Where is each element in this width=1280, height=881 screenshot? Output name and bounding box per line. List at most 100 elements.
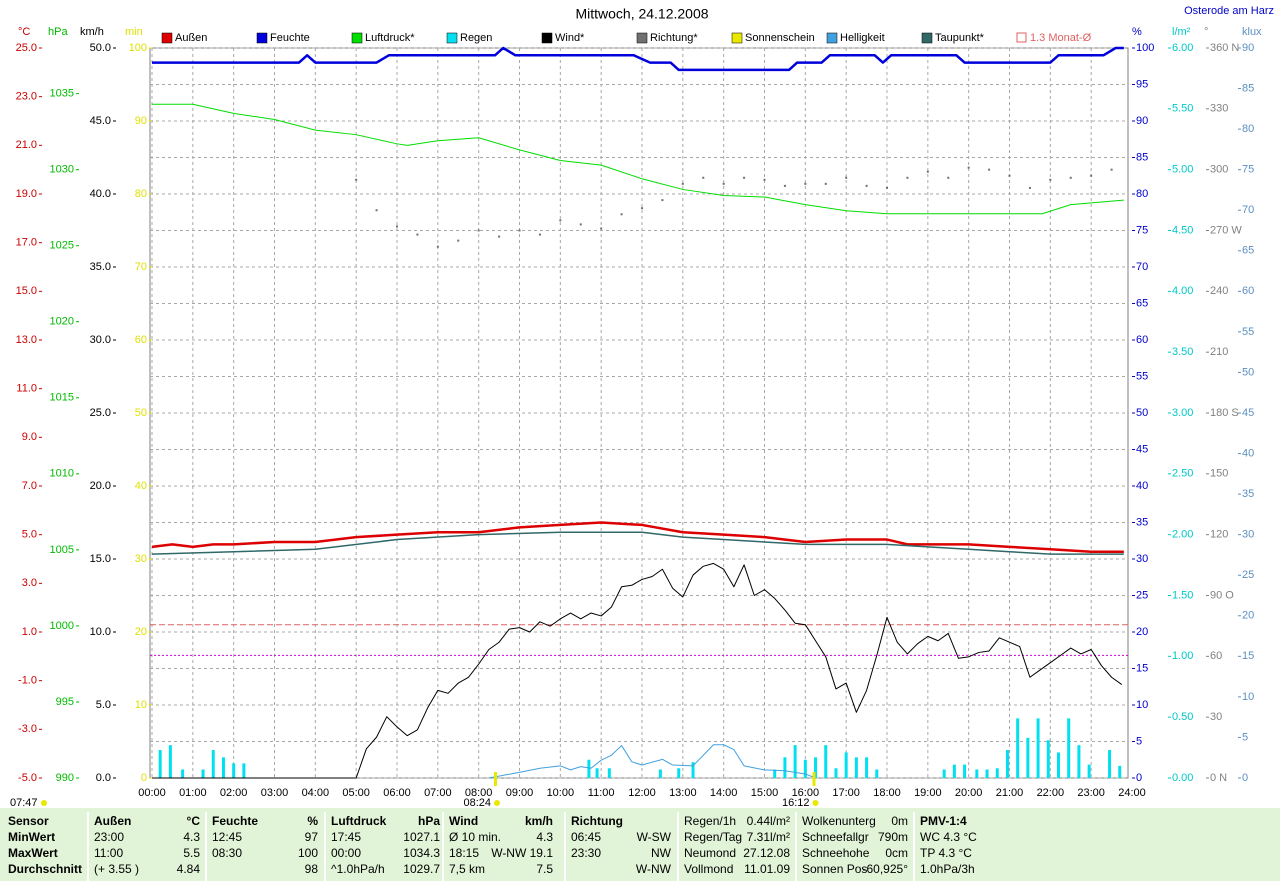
rain-bar	[1057, 752, 1060, 778]
y-tick-label: 21.0	[16, 139, 37, 151]
direction-dot	[947, 176, 950, 179]
y-tick-label: 60	[1242, 285, 1254, 297]
axis-unit: km/h	[80, 26, 104, 38]
y-tick-label: 90 O	[1210, 589, 1234, 601]
rain-bar	[1046, 740, 1050, 778]
rain-bar	[1026, 737, 1030, 778]
series-line	[152, 103, 1124, 215]
x-tick-label: 15:00	[751, 787, 779, 799]
stats-value: 5.5	[183, 846, 200, 860]
y-tick-label: 100	[129, 42, 147, 54]
y-tick-label: 30	[1136, 553, 1148, 565]
rain-bar	[995, 768, 999, 778]
stats-label: Regen/1h	[684, 814, 736, 828]
y-tick-label: 5	[1136, 735, 1142, 747]
stats-label: MaxWert	[8, 846, 58, 860]
y-tick-label: 50	[1136, 407, 1148, 419]
y-tick-label: 3.0	[22, 577, 37, 589]
stats-label: TP 4.3 °C	[920, 846, 972, 860]
y-tick-label: 35	[1136, 516, 1148, 528]
direction-dot	[804, 182, 807, 185]
stats-value: 4.84	[177, 862, 201, 876]
legend-swatch	[826, 32, 838, 44]
rain-bar	[595, 768, 599, 778]
y-tick-label: 120	[1210, 529, 1228, 541]
rain-bar	[793, 745, 797, 778]
rain-bar	[168, 745, 172, 778]
rain-bar	[242, 763, 246, 778]
stats-value: 7.5	[536, 862, 553, 876]
y-tick-label: 270 W	[1210, 224, 1242, 236]
legend-swatch	[636, 32, 648, 44]
y-tick-label: 75	[1242, 164, 1254, 176]
y-tick-label: 100	[1136, 42, 1154, 54]
legend-label: Feuchte	[270, 32, 310, 44]
rain-bar	[1067, 718, 1071, 778]
y-tick-label: 3.50	[1172, 346, 1193, 358]
stats-value: 1027.1	[403, 830, 440, 844]
series-line	[151, 531, 1124, 555]
y-tick-label: 2.50	[1172, 468, 1193, 480]
y-tick-label: 7.0	[22, 480, 37, 492]
y-tick-label: 10.0	[90, 626, 111, 638]
y-tick-label: 1015	[50, 392, 74, 404]
y-tick-label: 30	[1242, 529, 1254, 541]
stats-label: Sonnen Pos	[802, 862, 867, 876]
series-line	[152, 46, 1124, 72]
y-tick-label: 90	[135, 115, 147, 127]
stats-label: Vollmond	[684, 862, 733, 876]
y-tick-label: 240	[1210, 285, 1228, 297]
rain-bar	[221, 757, 225, 778]
y-tick-label: -5.0	[18, 772, 37, 784]
y-tick-label: 60	[135, 334, 147, 346]
y-tick-label: 1030	[50, 164, 74, 176]
direction-dot	[1028, 186, 1031, 189]
stats-value: hPa	[418, 814, 440, 828]
rain-bar	[158, 750, 162, 778]
y-tick-label: 6.00	[1172, 42, 1193, 54]
direction-dot	[906, 176, 909, 179]
stats-value: -60,925°	[863, 862, 909, 876]
y-tick-label: 5.00	[1172, 164, 1193, 176]
sun-time: 08:24	[463, 797, 491, 809]
y-tick-label: 0.0	[96, 772, 111, 784]
y-tick-label: 65	[1242, 245, 1254, 257]
y-tick-label: 90	[1136, 115, 1148, 127]
y-tick-label: 10	[1242, 691, 1254, 703]
legend-label: Taupunkt*	[935, 32, 985, 44]
stats-label: WC 4.3 °C	[920, 830, 977, 844]
y-tick-label: 5.0	[96, 699, 111, 711]
axis-unit: %	[1132, 26, 1142, 38]
y-tick-label: 4.50	[1172, 224, 1193, 236]
y-tick-label: 0.50	[1172, 711, 1193, 723]
stats-label: 23:00	[94, 830, 124, 844]
stats-label: 17:45	[331, 830, 361, 844]
y-tick-label: 80	[1136, 188, 1148, 200]
x-tick-label: 20:00	[955, 787, 983, 799]
rain-bar	[1108, 750, 1112, 778]
y-tick-label: 360 N	[1210, 42, 1239, 54]
x-tick-label: 05:00	[342, 787, 370, 799]
y-tick-label: 65	[1136, 297, 1148, 309]
rain-bar	[587, 759, 591, 778]
y-tick-label: 0	[141, 772, 147, 784]
y-tick-label: 13.0	[16, 334, 37, 346]
stats-label: 00:00	[331, 846, 361, 860]
y-tick-label: 15.0	[16, 285, 37, 297]
series-line	[152, 562, 1123, 779]
rain-bar	[985, 769, 989, 778]
y-tick-label: 75	[1136, 224, 1148, 236]
y-tick-label: 23.0	[16, 91, 37, 103]
x-tick-label: 04:00	[302, 787, 330, 799]
stats-value: km/h	[525, 814, 553, 828]
stats-label: 06:45	[571, 830, 601, 844]
rain-bar	[181, 769, 185, 778]
y-tick-label: 1005	[50, 544, 74, 556]
y-tick-label: 30.0	[90, 334, 111, 346]
stats-value: 100	[298, 846, 318, 860]
sun-icon	[812, 800, 819, 806]
stats-value: 11.01.09	[744, 862, 790, 876]
direction-dot	[355, 178, 358, 181]
y-tick-label: 40.0	[90, 188, 111, 200]
direction-dot	[1110, 168, 1113, 171]
